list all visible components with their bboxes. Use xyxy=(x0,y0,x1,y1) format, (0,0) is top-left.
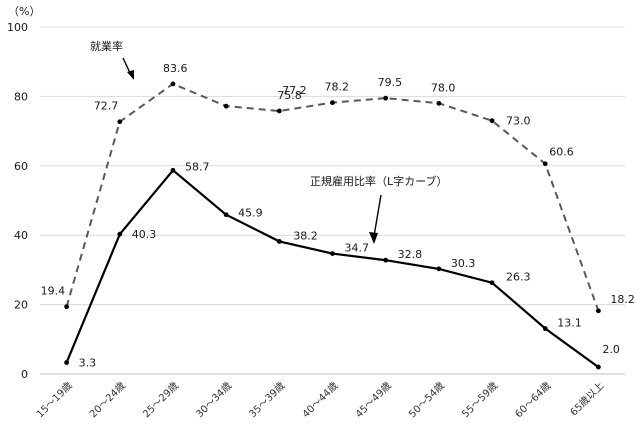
unit-label: （%） xyxy=(8,5,40,18)
data-labels: 19.4 72.7 83.6 77.275.8 78.2 79.5 78.0 73.0 60.6… xyxy=(41,62,635,370)
employment-rate-point xyxy=(436,100,442,106)
regular-employment-data-label: 2.0 xyxy=(602,343,620,356)
employment-rate-data-label: 78.0 xyxy=(431,81,456,94)
employment-rate-point xyxy=(170,81,176,87)
employment-rate-point xyxy=(117,119,123,125)
regular-employment-data-label: 13.1 xyxy=(557,317,582,330)
x-tick-label: 15～19歳 xyxy=(34,380,75,421)
regular-employment-point xyxy=(117,231,123,237)
employment-rate-data-label: 73.0 xyxy=(506,115,530,128)
arrowhead-icon xyxy=(127,70,134,80)
x-tick-label: 60～64歳 xyxy=(513,380,554,421)
employment-rate-data-label: 83.6 xyxy=(163,62,188,75)
regular-employment-point xyxy=(64,360,69,365)
regular-employment-data-label: 45.9 xyxy=(238,207,262,220)
x-tick-label: 50～54歳 xyxy=(406,380,447,421)
employment-rate-point xyxy=(542,161,548,167)
regular-employment-point xyxy=(276,239,282,244)
regular-employment-data-label: 3.3 xyxy=(79,357,97,370)
employment-rate-data-label: 18.2 xyxy=(610,293,635,306)
y-tick-label: 40 xyxy=(14,229,28,242)
employment-rate-data-label: 72.7 xyxy=(94,100,119,113)
employment-rate-data-label: 19.4 xyxy=(41,285,66,298)
gridlines xyxy=(40,26,625,306)
employment-rate-point xyxy=(330,100,335,106)
regular-employment-point xyxy=(383,257,389,263)
employment-rate-data-label: 75.8 xyxy=(277,89,302,102)
employment-rate-data-label: 78.2 xyxy=(325,81,350,94)
regular-employment-data-label: 32.8 xyxy=(398,248,423,261)
axes: 0 20 40 60 80 100 15～19歳 20～24歳 25～29歳 30～34歳 35～3… xyxy=(7,21,625,420)
regular-employment-annotation: 正規雇用比率（L字カーブ） xyxy=(310,174,447,188)
regular-employment-point xyxy=(170,167,176,173)
regular-employment-point xyxy=(436,266,442,272)
series-lines xyxy=(64,81,601,370)
arrowhead-icon xyxy=(369,232,378,244)
regular-employment-arrow xyxy=(373,194,382,237)
employment-rate-point xyxy=(383,95,389,101)
employment-rate-point xyxy=(223,103,229,109)
regular-employment-data-label: 26.3 xyxy=(506,271,530,284)
y-tick-label: 20 xyxy=(14,299,28,312)
x-tick-label: 45～49歳 xyxy=(353,380,394,421)
regular-employment-line xyxy=(65,168,600,368)
regular-employment-data-label: 38.2 xyxy=(293,229,318,242)
x-tick-label: 35～39歳 xyxy=(247,380,288,421)
regular-employment-point xyxy=(489,280,495,286)
regular-employment-point xyxy=(596,364,601,370)
employment-rate-annotation: 就業率 xyxy=(90,39,123,53)
y-tick-label: 100 xyxy=(7,21,28,34)
employment-rate-point xyxy=(276,108,282,114)
x-tick-label: 55～59歳 xyxy=(460,380,501,421)
y-tick-label: 0 xyxy=(21,368,28,381)
regular-employment-point xyxy=(223,212,229,218)
employment-rate-data-label: 60.6 xyxy=(549,146,574,159)
regular-employment-data-label: 34.7 xyxy=(345,242,370,255)
x-tick-label: 25～29歳 xyxy=(140,380,181,421)
regular-employment-point xyxy=(330,251,335,256)
x-tick-label: 20～24歳 xyxy=(87,380,128,421)
y-tick-label: 60 xyxy=(14,160,28,173)
y-tick-label: 80 xyxy=(14,90,28,103)
regular-employment-data-label: 40.3 xyxy=(132,228,157,241)
x-tick-label: 30～34歳 xyxy=(194,380,235,421)
x-tick-label: 65歳以上 xyxy=(568,380,607,419)
employment-rate-point xyxy=(489,118,495,124)
employment-rate-data-label: 77.2 xyxy=(282,84,307,97)
regular-employment-data-label: 58.7 xyxy=(185,160,210,173)
regular-employment-data-label: 30.3 xyxy=(451,257,476,270)
regular-employment-point xyxy=(542,326,548,331)
employment-rate-point xyxy=(596,308,601,314)
employment-rate-data-label: 79.5 xyxy=(378,76,403,89)
x-tick-label: 40～44歳 xyxy=(300,380,341,421)
employment-rate-point xyxy=(64,304,69,310)
